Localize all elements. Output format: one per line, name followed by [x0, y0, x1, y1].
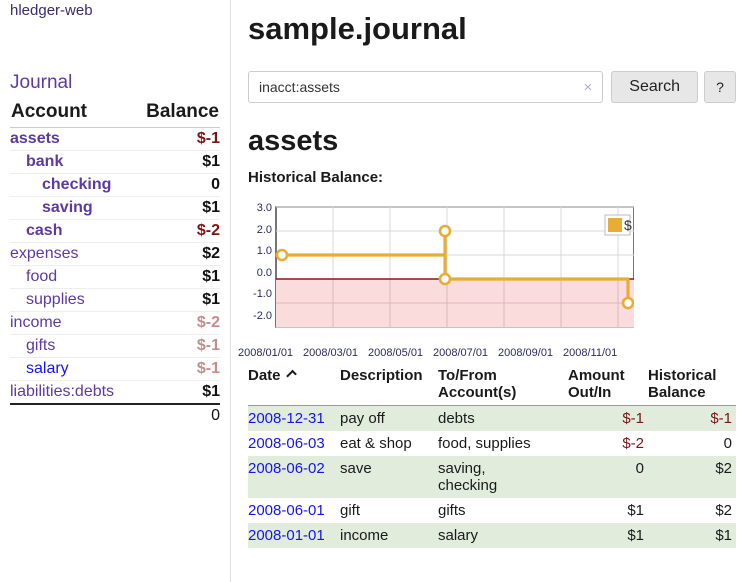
svg-text:$: $: [624, 217, 632, 233]
